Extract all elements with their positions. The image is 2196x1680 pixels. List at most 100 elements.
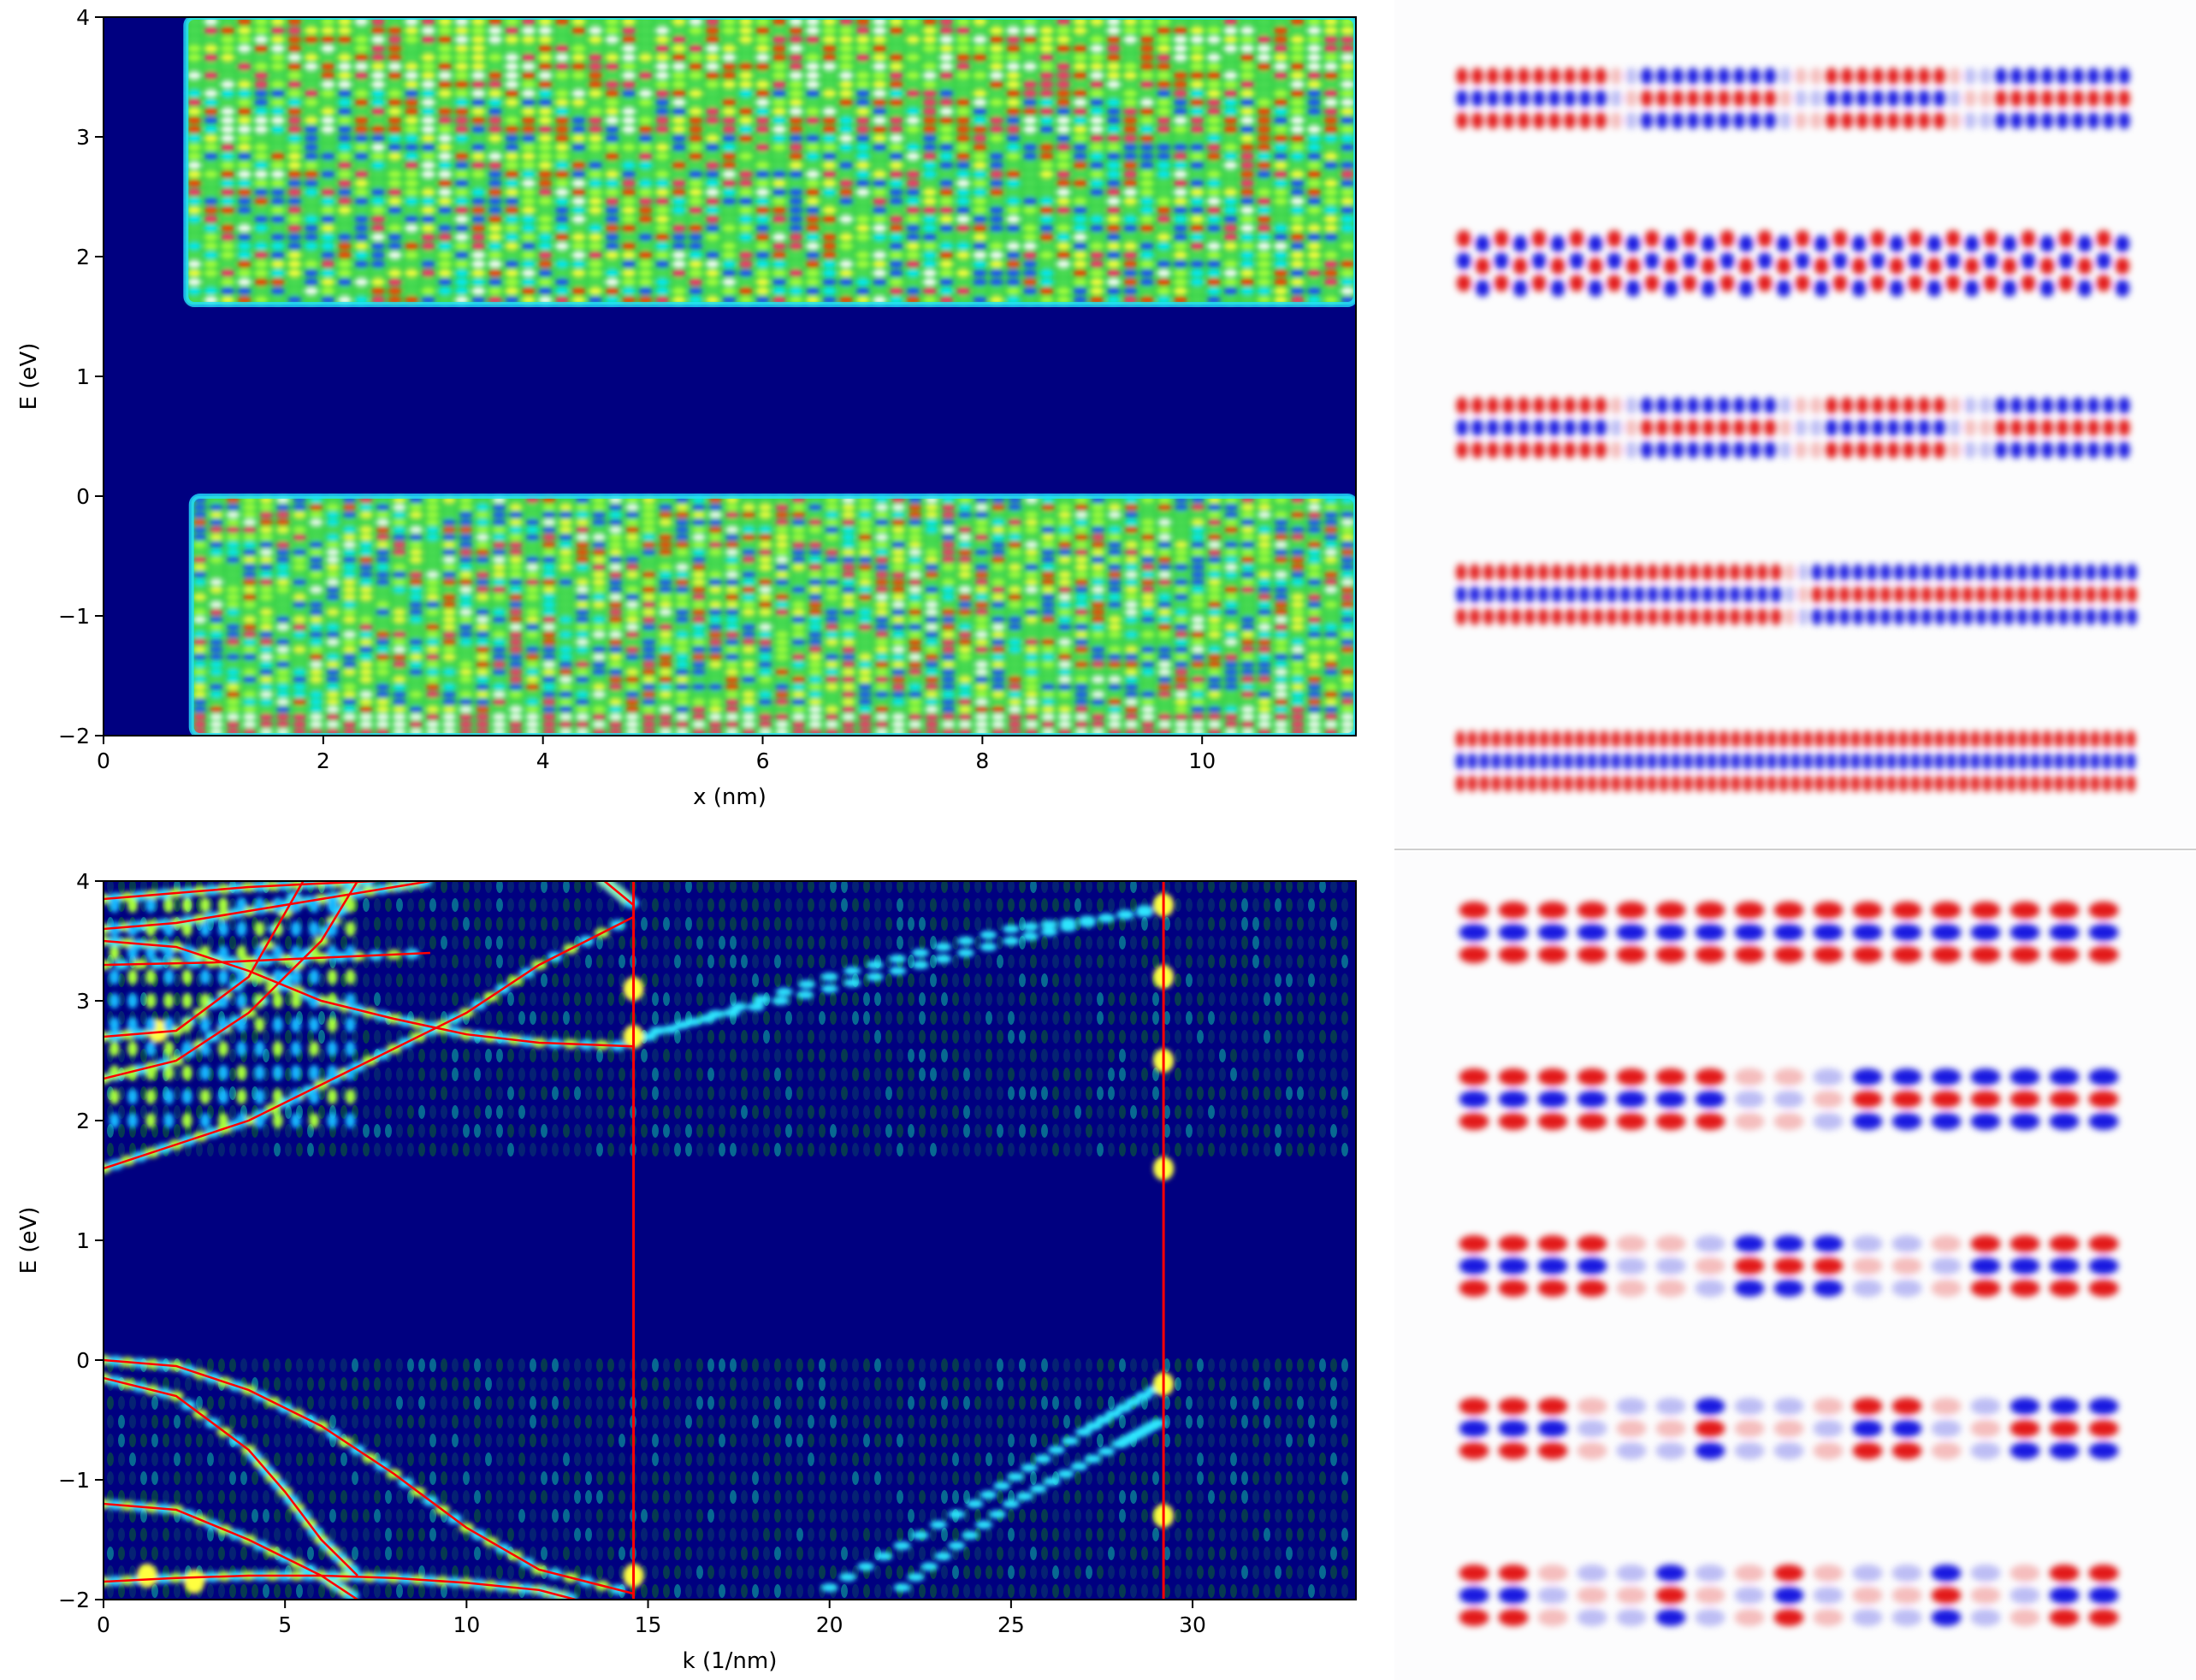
density-blob [209,707,224,713]
texture-dot [396,1068,403,1081]
density-blob [525,519,540,525]
density-blob [638,287,653,295]
density-blob [1207,519,1222,525]
texture-dot [407,1086,414,1100]
texture-dot [452,1049,459,1062]
density-blob [638,108,653,115]
density-blob [1240,601,1255,608]
density-blob [388,198,402,205]
density-blob [186,188,202,196]
density-blob [1089,188,1104,196]
density-blob [1140,699,1156,705]
x-tick-label: 0 [97,748,110,773]
density-blob [1091,721,1105,728]
density-blob [508,549,524,555]
density-blob [791,549,806,555]
density-blob [441,713,457,720]
density-blob [973,108,987,115]
density-blob [774,541,790,548]
density-blob [874,699,889,705]
density-blob [1123,206,1138,214]
density-blob [791,669,806,675]
density-blob [1057,683,1072,690]
density-blob [973,126,987,133]
density-blob [808,579,823,585]
density-blob [259,713,274,720]
density-blob [891,512,906,518]
density-blob [220,18,235,26]
density-blob [872,234,887,241]
density-blob [1057,601,1072,608]
density-blob [1274,587,1288,593]
density-blob [1074,624,1089,630]
density-blob [1206,36,1222,44]
density-blob [309,639,323,645]
density-blob [192,707,207,713]
density-blob [1191,504,1205,511]
density-blob [621,242,636,250]
density-blob [838,180,854,187]
density-blob [209,519,224,525]
density-blob [1323,108,1338,115]
density-blob [1223,278,1238,286]
density-blob [789,296,803,304]
density-blob [1073,278,1087,286]
density-blob [705,54,719,62]
density-blob [725,594,739,600]
density-blob [1323,557,1338,563]
density-blob [957,609,973,615]
density-blob [941,683,956,690]
density-blob [538,108,553,115]
density-blob [226,549,240,555]
density-blob [758,504,772,511]
density-blob [1323,44,1338,52]
density-blob [454,180,469,187]
density-blob [1089,54,1104,62]
density-blob [805,72,820,80]
density-blob [991,699,1006,705]
density-blob [325,541,340,548]
density-blob [638,180,653,187]
density-blob [409,564,423,571]
density-blob [471,72,486,80]
density-blob [441,534,457,541]
y-tick-label: 3 [76,125,90,150]
density-blob [204,152,218,160]
density-blob [774,669,790,675]
density-blob [705,287,719,295]
density-blob [538,18,553,26]
density-blob [376,639,390,645]
density-blob [675,683,690,690]
density-blob [874,579,889,585]
density-blob [791,534,806,541]
density-blob [358,541,374,548]
density-blob [204,134,218,142]
texture-dot [318,1105,325,1119]
density-blob [889,108,903,115]
density-blob [974,504,989,511]
density-blob [689,44,703,52]
density-blob [1057,699,1072,705]
density-blob [354,18,369,26]
density-blob [1307,707,1322,713]
density-blob [1091,699,1105,705]
density-blob [991,512,1006,518]
density-blob [805,188,820,196]
density-blob [1273,62,1288,70]
density-blob [1290,206,1305,214]
density-blob [841,601,856,608]
density-blob [1174,677,1188,683]
density-blob [321,224,335,232]
density-blob [575,617,589,623]
density-blob [1074,519,1089,525]
density-blob [370,198,386,205]
texture-dot [441,917,447,931]
density-blob [220,72,235,80]
density-blob [337,108,352,115]
density-blob [1039,72,1054,80]
density-blob [1008,617,1022,623]
density-blob [354,152,369,160]
density-blob [889,116,903,124]
density-blob [973,36,987,44]
density-blob [1091,549,1105,555]
